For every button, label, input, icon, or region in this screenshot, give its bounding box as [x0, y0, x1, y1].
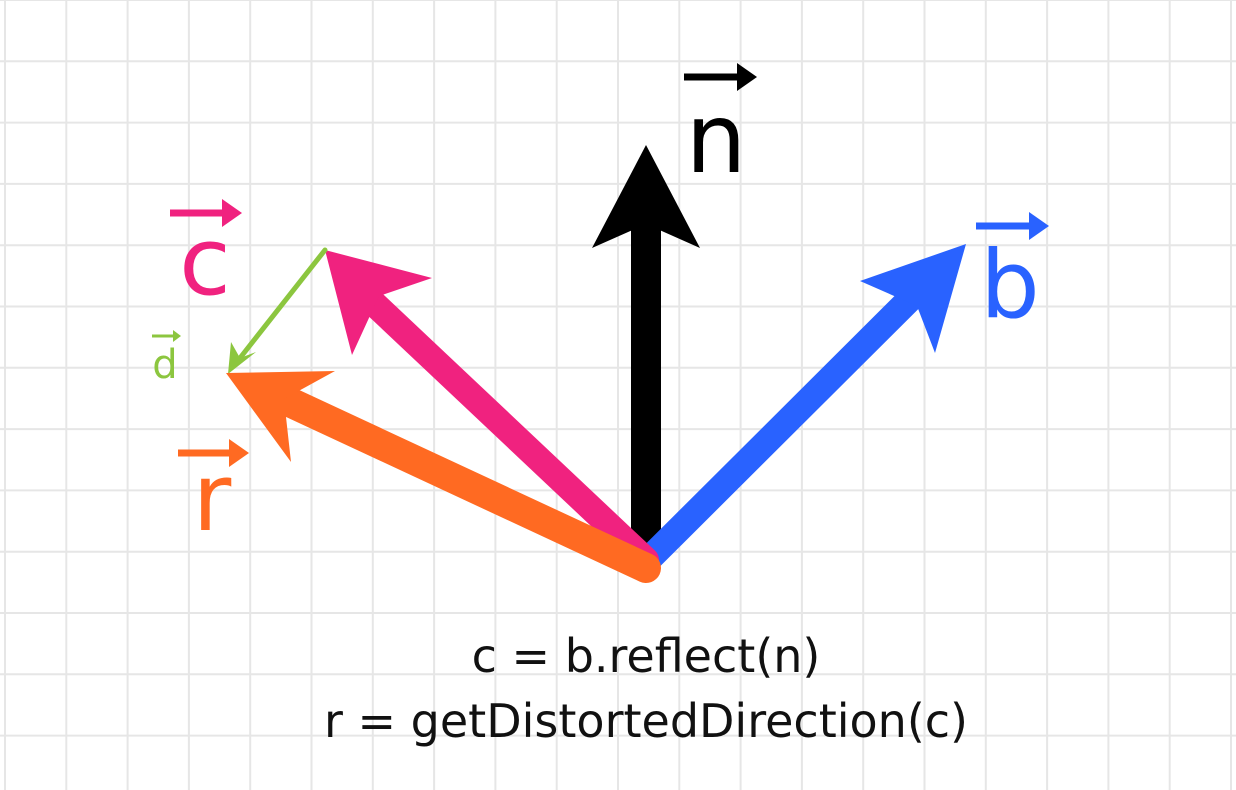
label-d: d [152, 330, 181, 388]
vector-d-arrow [228, 247, 328, 374]
vector-c-label: c [179, 208, 231, 317]
vector-b-label: b [980, 231, 1040, 340]
label-r: r [178, 439, 249, 553]
caption-line-1: c = b.reflect(n) [472, 629, 821, 683]
vector-c-arrow [325, 250, 659, 573]
label-n: n [684, 63, 757, 195]
label-b: b [976, 212, 1049, 340]
vector-r-label: r [193, 444, 232, 553]
vector-n-arrow [592, 145, 700, 555]
vector-d-label: d [152, 342, 177, 388]
label-c: c [170, 199, 242, 317]
vector-n-label: n [686, 83, 747, 195]
vector-r-arrow [226, 371, 661, 583]
caption-line-2: r = getDistortedDirection(c) [324, 694, 968, 748]
vector-b-arrow [633, 244, 966, 575]
